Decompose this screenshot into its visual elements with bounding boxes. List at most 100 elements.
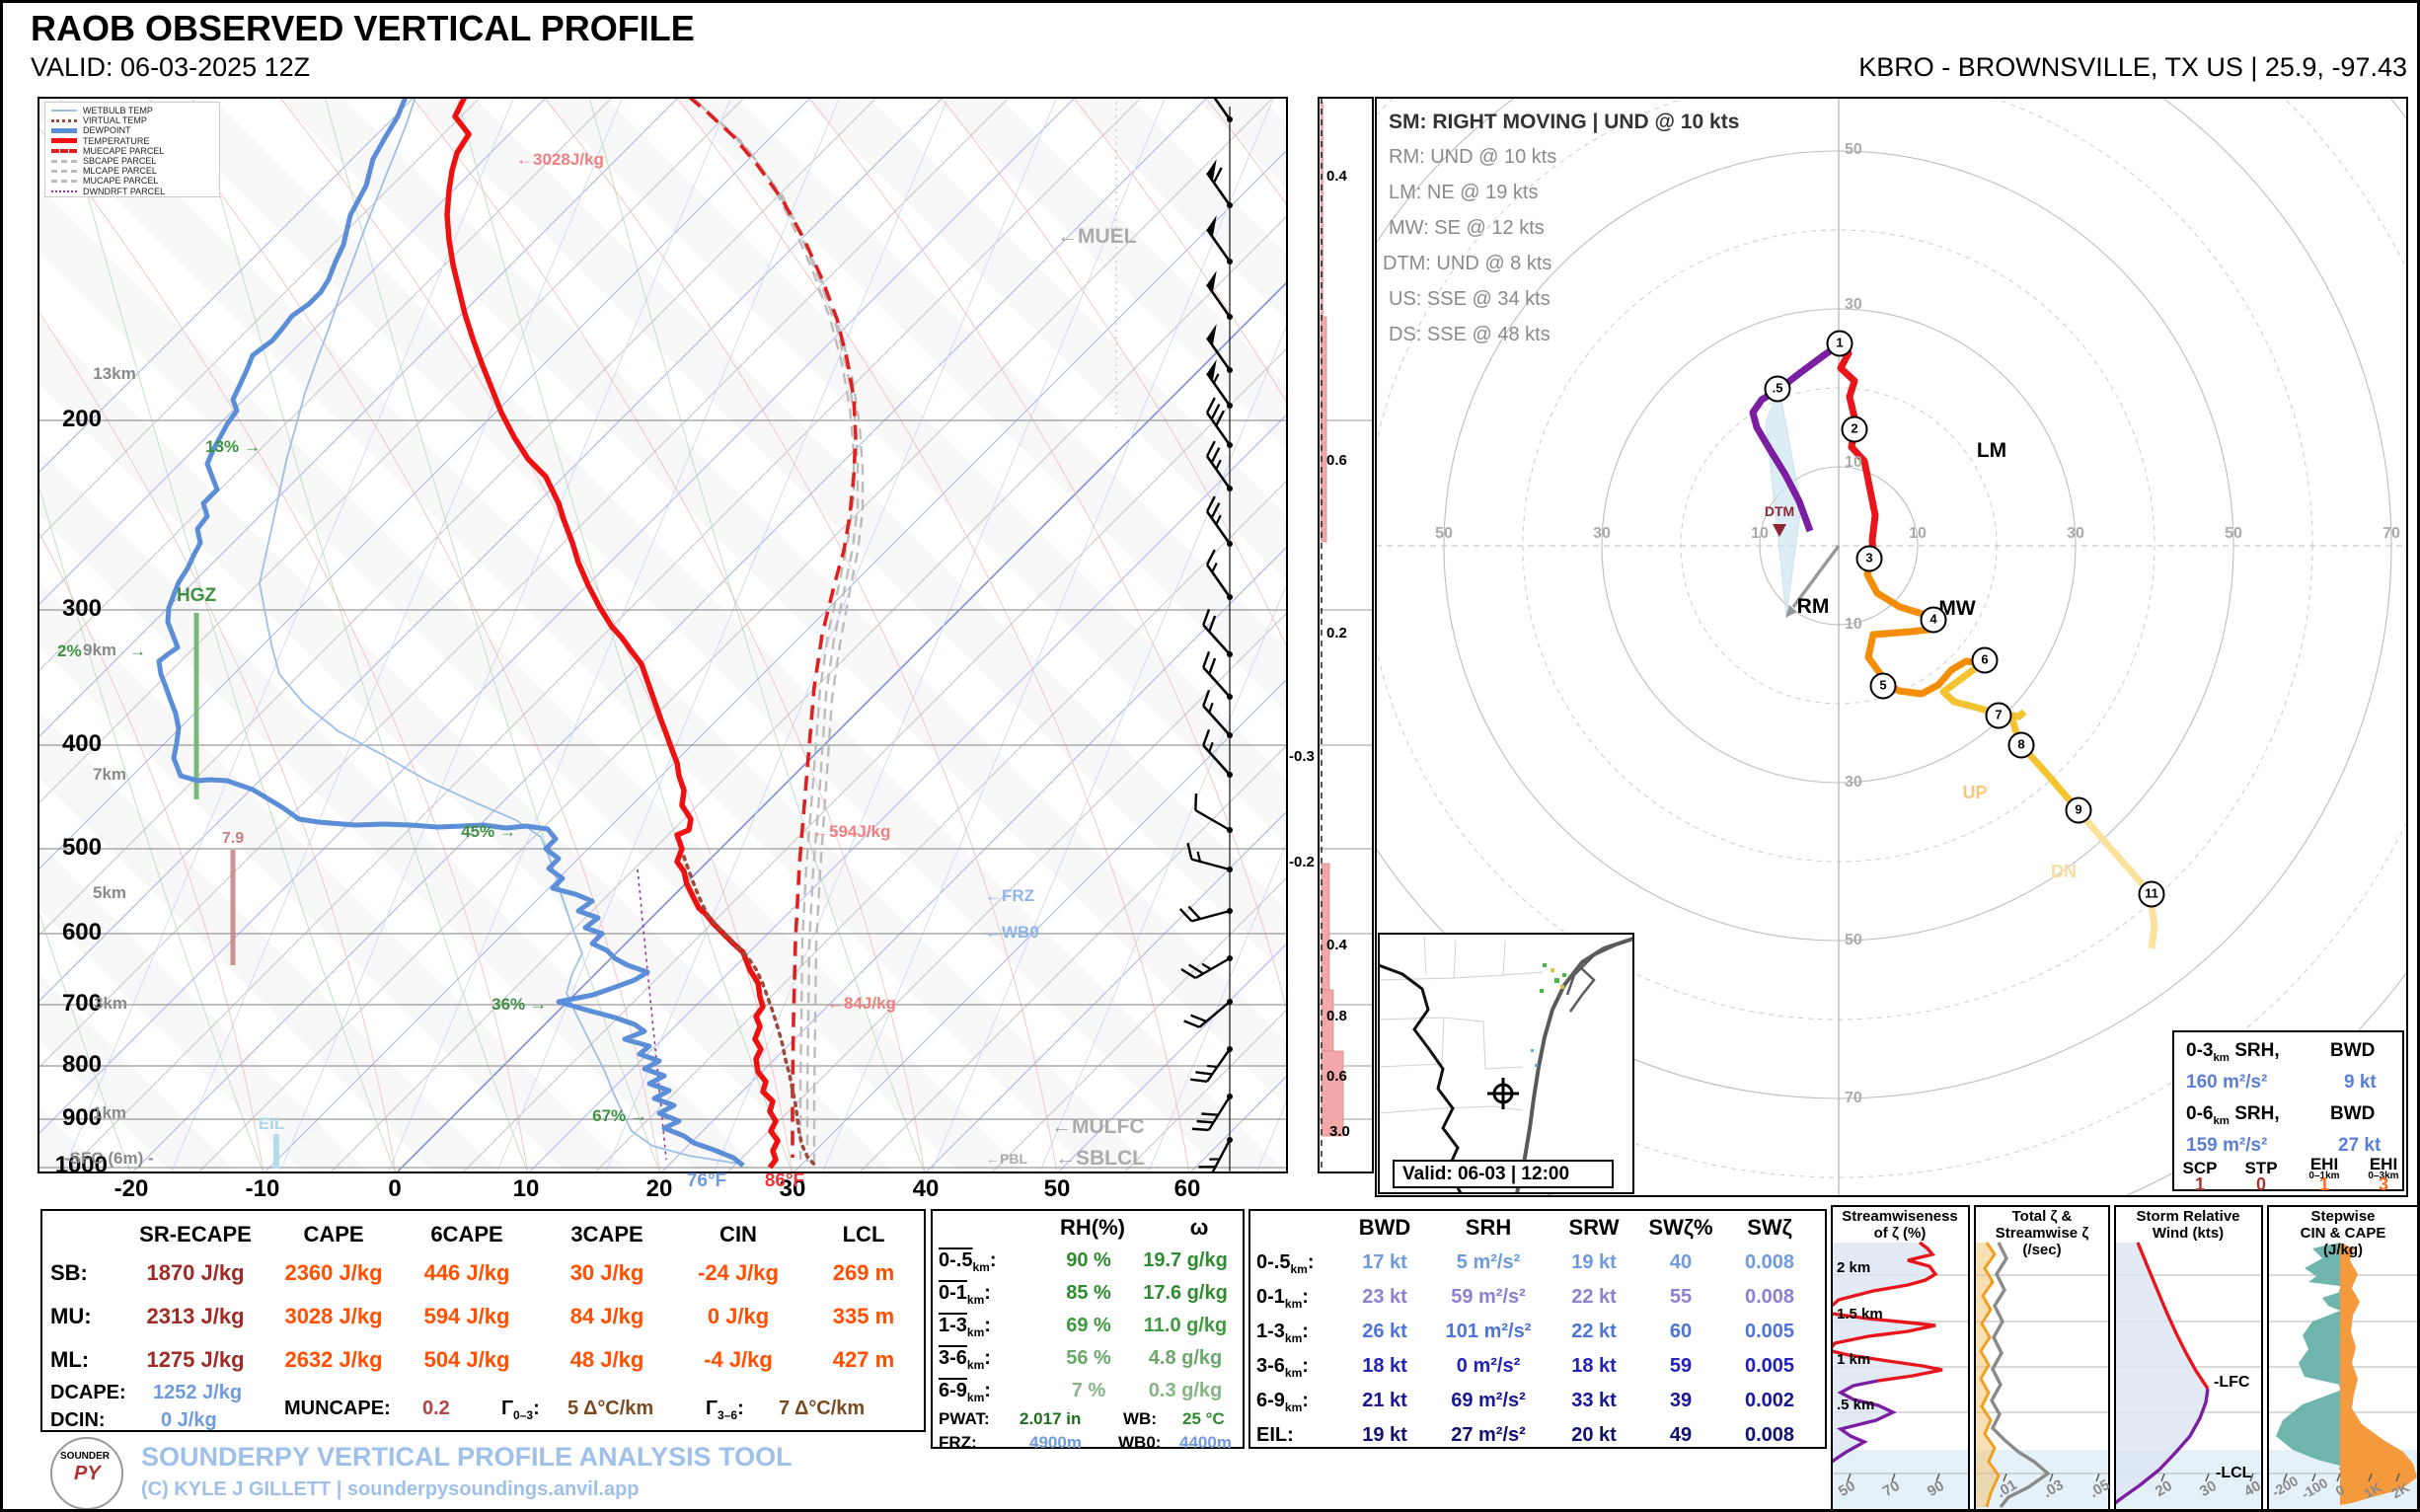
omega-value: 3.0 [1329,1123,1350,1140]
legend-label: DWNDRFT PARCEL [83,186,166,196]
pressure-tick: 400 [61,730,102,757]
storm-motion-sm: SM: RIGHT MOVING | UND @ 10 kts [1389,111,1740,133]
temp-tick: -10 [245,1175,280,1202]
ring-label: 10 [1845,616,1862,633]
omega-value: 0.2 [1326,625,1347,642]
temp-tick: -20 [113,1175,149,1202]
sfc-temp-f: 86°F [764,1171,805,1191]
mucape-swatch [51,179,77,183]
ring-label: 10 [1845,454,1862,471]
storm-motion-rm: RM: UND @ 10 kts [1389,146,1557,168]
omega-value: 0.4 [1326,168,1347,185]
row-label: 6-9km: [1256,1390,1309,1414]
lapse-3-6-label: Γ3–6: [706,1398,744,1422]
page-title: RAOB OBSERVED VERTICAL PROFILE [31,8,695,48]
kinematics-box [1248,1209,1827,1449]
dwndrft-swatch [51,189,77,192]
stepwise-panel [2267,1205,2417,1509]
frz-label: ←FRZ [985,886,1035,905]
wb0-value: 4400m [1179,1433,1232,1452]
pressure-tick: 500 [61,834,102,861]
km-label: 3km [93,994,128,1013]
row-label: ML: [50,1347,90,1372]
lm-label: LM [1976,439,2007,462]
row-label: 0-.5km: [939,1249,997,1274]
panel-title: Wind (kts) [2152,1225,2225,1242]
hodo-marker: 11 [2138,880,2165,908]
srw-value: 19 kt [1571,1251,1617,1273]
srw-value: 22 kt [1571,1321,1617,1342]
srw-panel [2114,1205,2263,1509]
frz-value-label: FRZ: [939,1433,977,1452]
ring-label: 50 [1845,932,1862,948]
legend-label: DEWPOINT [83,125,131,136]
sb-lcl: 269 m [832,1260,895,1285]
hodo-marker: 4 [1920,606,1947,634]
ring-label: 50 [1435,525,1453,542]
omega-value: 0.4 [1326,937,1347,953]
ring-label: 30 [2067,525,2084,542]
wetbulb-swatch [51,110,77,113]
srh-0-3-value: 160 m²/s² [2186,1072,2268,1093]
rh-value: 90 % [1066,1249,1111,1271]
srh-value: 5 m²/s² [1456,1251,1521,1273]
map-inset [1378,933,1634,1194]
eil-label: EIL [258,1114,285,1133]
mlcape-swatch [51,169,77,173]
footer-credit: (C) KYLE J GILLETT | sounderpysoundings.… [141,1478,640,1500]
srh-value: 0 m²/s² [1456,1355,1521,1377]
map-valid-box [1393,1160,1614,1188]
row-label: SB: [50,1260,88,1285]
rh-annotation-arrow: → [129,642,146,660]
up-label: UP [1962,783,1988,802]
omega-value: 0.6 [1326,1068,1347,1085]
mixr-value: 4.8 g/kg [1148,1347,1223,1369]
mixr-value: 11.0 g/kg [1143,1315,1228,1336]
srh-value: 101 m²/s² [1445,1321,1532,1342]
swzpct-value: 55 [1669,1286,1693,1308]
srh-0-3-bwd-h: BWD [2330,1040,2376,1061]
ring-label: 50 [1845,141,1862,158]
temp-tick: 50 [1043,1175,1071,1202]
dcin-value: 0 J/kg [161,1409,217,1431]
row-label: 6-9km: [939,1380,991,1404]
storm-motion-mw: MW: SE @ 12 kts [1389,217,1545,239]
wb-label: WB: [1123,1409,1157,1428]
srh-value: 27 m²/s² [1451,1424,1526,1446]
srh-0-3-label: 0-3km SRH, [2186,1040,2280,1064]
hodograph-panel [1375,97,2408,1197]
hodo-marker: .5 [1764,375,1791,403]
srh-info-box [2172,1030,2404,1191]
rh-annotation: 2% [57,642,82,660]
ring-label: 50 [2225,525,2242,542]
lapse-0-3-value: 5 Δ°C/km [567,1398,654,1419]
stp-value: 0 [2255,1174,2267,1194]
thermo-header: CAPE [303,1222,364,1247]
sounderpy-logo [50,1437,123,1509]
srw-value: 20 kt [1571,1424,1617,1446]
dcape-value: 1252 J/kg [153,1382,243,1403]
thermo-box [40,1209,926,1432]
temp-tick: 20 [645,1175,673,1202]
ehi1-value: 1 [2318,1174,2330,1194]
row-label: MU: [50,1304,92,1328]
mw-label: MW [1938,597,1976,620]
thermo-header: 6CAPE [430,1222,503,1247]
ml-cin: -4 J/kg [704,1347,773,1372]
legend-label: SBCAPE PARCEL [83,156,157,167]
panel-title: CIN & CAPE [2300,1225,2386,1242]
vector-layer [38,98,2417,1509]
row-label: 3-6km: [1256,1355,1309,1380]
panel-title: Total ζ & [2011,1208,2073,1225]
legend-label: WETBULB TEMP [83,106,153,116]
lapse-3-6-value: 7 Δ°C/km [779,1398,866,1419]
logo-text-top: SOUNDER [60,1451,111,1462]
row-label: 0-1km: [1256,1286,1309,1311]
ml-lcl: 427 m [832,1347,895,1372]
row-label: 1-3km: [939,1315,991,1339]
temp-tick: 60 [1173,1175,1201,1202]
srw-value: 18 kt [1571,1355,1617,1377]
temp-tick: 0 [388,1175,402,1202]
swzpct-value: 49 [1669,1424,1693,1446]
valid-time: VALID: 06-03-2025 12Z [31,52,311,82]
